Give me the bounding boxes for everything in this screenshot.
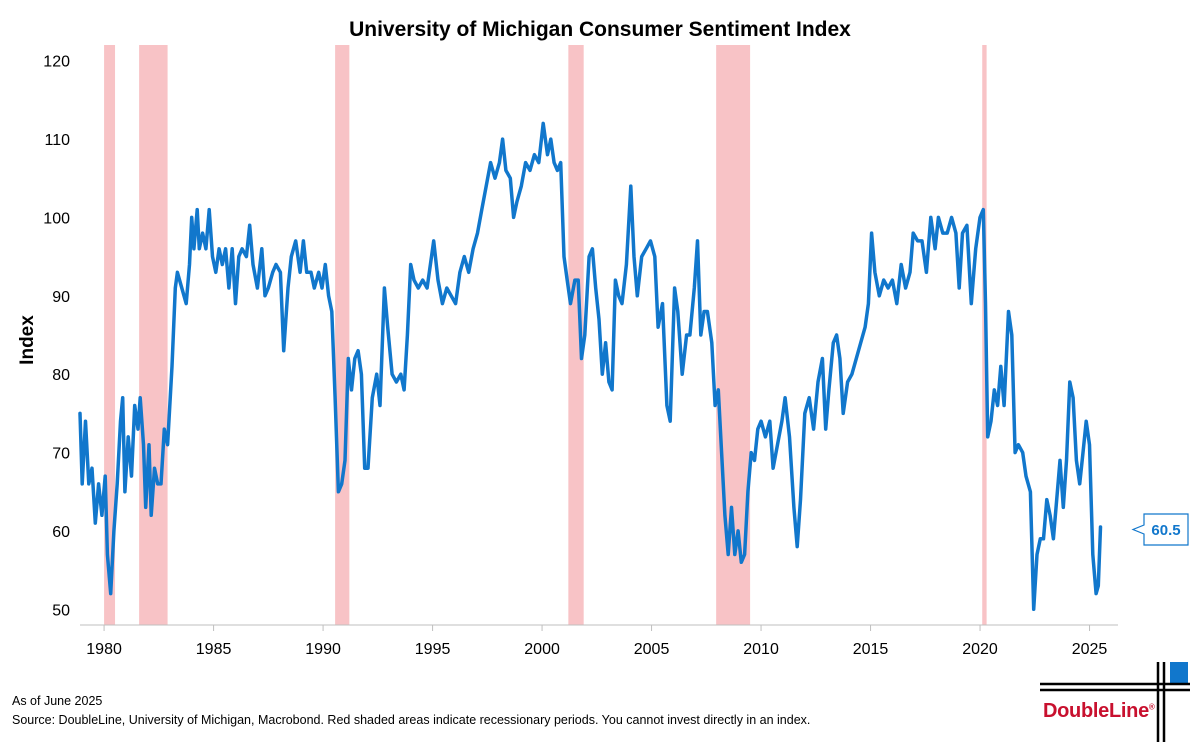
sentiment-series-line	[78, 121, 1103, 612]
doubleline-logo: DoubleLine®	[1043, 700, 1155, 723]
x-tick-label: 1990	[305, 641, 341, 658]
y-tick-label: 90	[52, 289, 70, 306]
as-of-note: As of June 2025	[12, 694, 103, 708]
y-tick-label: 60	[52, 524, 70, 541]
recession-band	[104, 45, 116, 625]
x-tick-label: 2005	[634, 641, 670, 658]
recession-band	[139, 45, 168, 625]
y-tick-label: 110	[44, 132, 70, 149]
y-tick-label: 70	[52, 446, 70, 463]
y-tick-label: 120	[43, 54, 70, 71]
y-ticks: 50 60 70 80 90 100 110 120	[43, 54, 70, 620]
y-tick-label: 100	[43, 210, 70, 227]
callout-box	[1131, 513, 1189, 546]
x-tick-label: 2010	[743, 641, 779, 658]
chart-title: University of Michigan Consumer Sentimen…	[349, 18, 851, 41]
last-value-callout: 60.5	[1131, 513, 1189, 546]
line-chart: 1980 1985 1990 1995 2000 2005 2010 2015 2020 2025…	[17, 18, 1189, 658]
recession-band	[568, 45, 584, 625]
x-tick-label: 2020	[962, 641, 998, 658]
x-tick-label: 1980	[86, 641, 122, 658]
x-tick-label: 2025	[1072, 641, 1108, 658]
x-ticks: 1980 1985 1990 1995 2000 2005 2010 2015 2020 2025	[86, 625, 1107, 658]
logo-wordmark: DoubleLine	[1043, 700, 1149, 722]
y-axis-label: Index	[17, 315, 38, 365]
source-note: Source: DoubleLine, University of Michig…	[12, 713, 811, 727]
x-tick-label: 1985	[196, 641, 232, 658]
x-tick-label: 1995	[415, 641, 451, 658]
recession-band	[335, 45, 350, 625]
logo-registered-mark: ®	[1148, 702, 1155, 712]
y-tick-label: 50	[52, 602, 70, 619]
callout-value: 60.5	[1151, 522, 1180, 539]
y-tick-label: 80	[52, 367, 70, 384]
x-tick-label: 2015	[853, 641, 889, 658]
x-tick-label: 2000	[524, 641, 560, 658]
logo-accent-square	[1170, 662, 1188, 684]
doubleline-logo-mark	[1040, 662, 1190, 742]
